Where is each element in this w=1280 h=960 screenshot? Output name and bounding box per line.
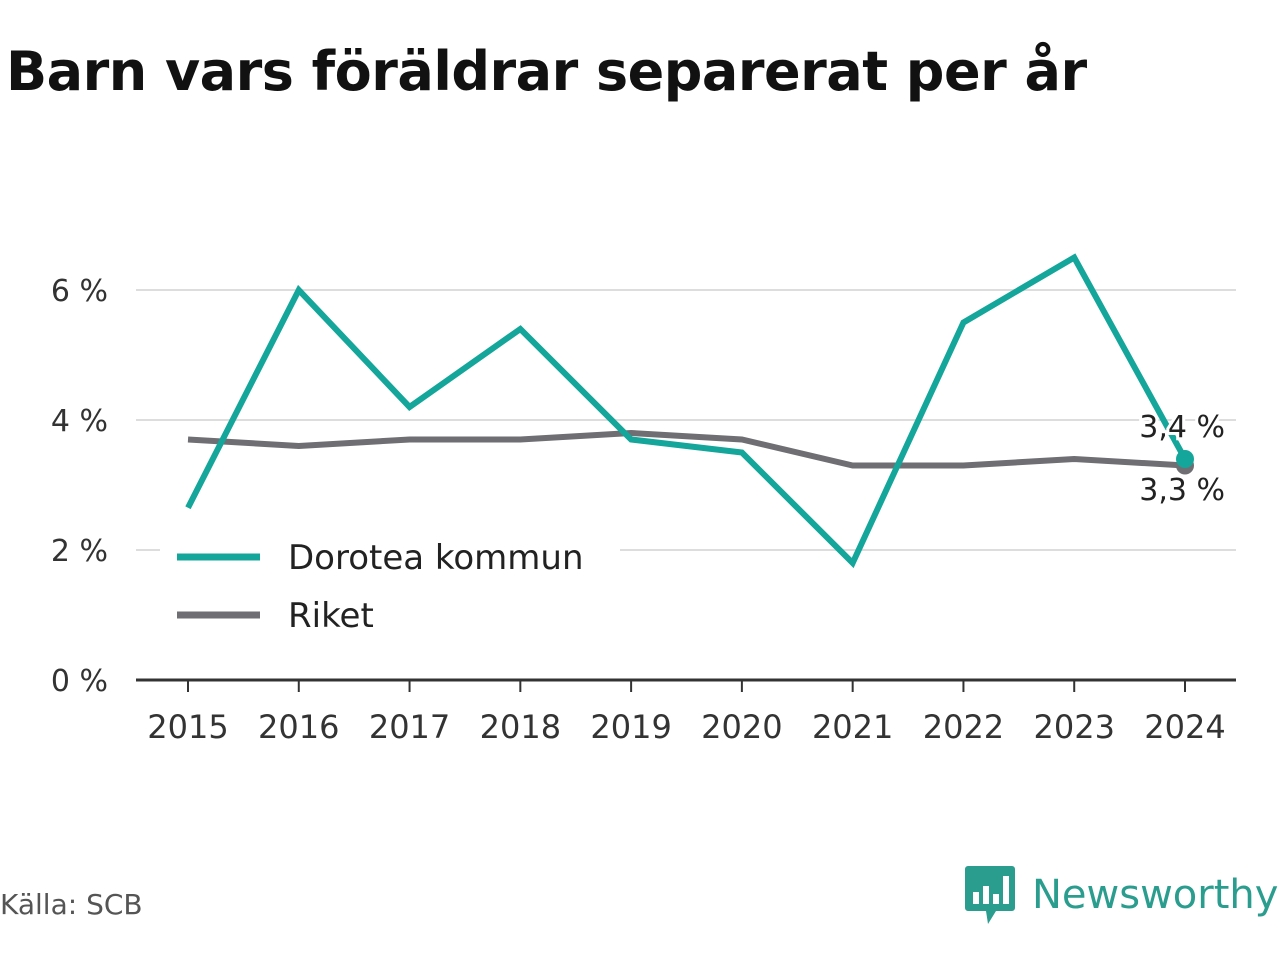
series-end-point — [1176, 450, 1194, 468]
end-label-riket: 3,3 % — [1139, 473, 1225, 508]
legend-label: Dorotea kommun — [288, 538, 584, 578]
x-tick-label: 2018 — [480, 708, 561, 746]
x-tick-label: 2016 — [258, 708, 339, 746]
y-tick-label: 2 % — [51, 534, 108, 569]
end-label-dorotea: 3,4 % — [1139, 410, 1225, 445]
x-tick-label: 2023 — [1034, 708, 1115, 746]
y-tick-label: 6 % — [51, 274, 108, 309]
series-line-riket — [187, 429, 1186, 469]
end-labels: 3,4 % 3,3 % — [1136, 407, 1228, 511]
x-tick-label: 2015 — [147, 708, 228, 746]
x-tick-label: 2021 — [812, 708, 893, 746]
x-tick-label: 2020 — [701, 708, 782, 746]
chart-title: Barn vars föräldrar separerat per år — [6, 40, 1087, 103]
x-tick-label: 2019 — [590, 708, 671, 746]
y-tick-label: 0 % — [51, 664, 108, 699]
brand-name: Newsworthy — [1032, 872, 1279, 918]
legend: Dorotea kommun Riket — [160, 528, 620, 648]
series-lines — [185, 253, 1194, 569]
y-axis-ticks: 0 % 2 % 4 % 6 % — [51, 274, 108, 699]
y-tick-label: 4 % — [51, 404, 108, 439]
x-tick-label: 2017 — [369, 708, 450, 746]
brand[interactable]: Newsworthy — [964, 864, 1278, 926]
x-tick-label: 2024 — [1144, 708, 1225, 746]
source-note: Källa: SCB — [0, 888, 143, 921]
x-axis: 2015 2016 2017 2018 2019 2020 2021 2022 2023 2024 — [136, 678, 1236, 746]
newsworthy-logo-icon — [965, 866, 1015, 924]
x-tick-label: 2022 — [923, 708, 1004, 746]
legend-label: Riket — [288, 596, 374, 636]
series-line-dorotea-kommun — [185, 253, 1188, 569]
gridlines — [136, 289, 1236, 551]
legend-background — [160, 528, 620, 648]
